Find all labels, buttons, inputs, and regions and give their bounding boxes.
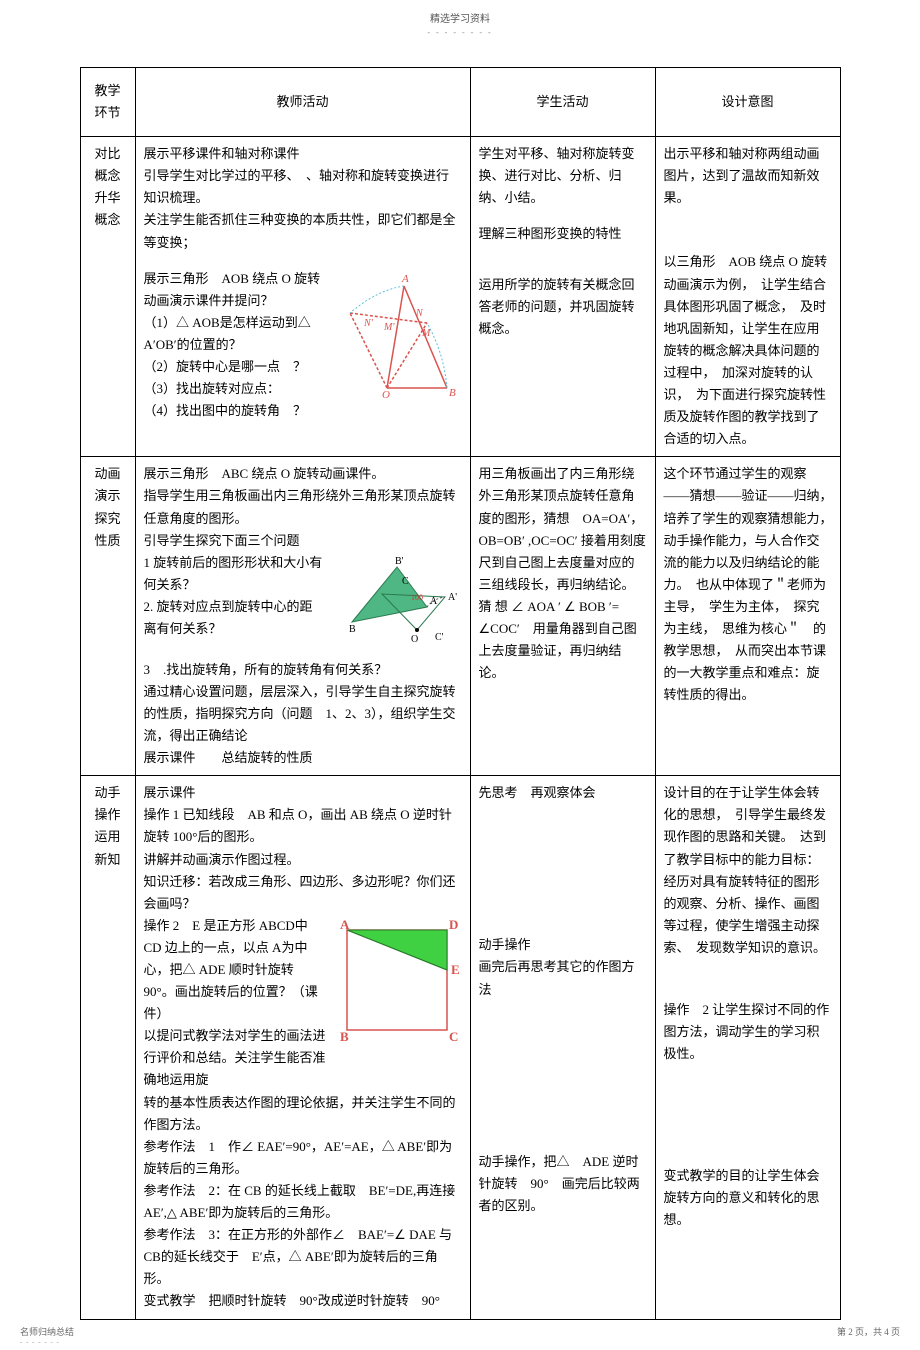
stage-cell-1: 对比 概念 升华 概念 (80, 137, 135, 457)
svg-text:C: C (449, 1029, 458, 1044)
student-cell-1: 学生对平移、轴对称旋转变换、进行对比、分析、归纳、小结。 理解三种图形变换的特性… (470, 137, 655, 457)
teacher-text-3a: 展示课件 操作 1 已知线段 AB 和点 O，画出 AB 绕点 O 逆时针旋转 … (144, 782, 462, 915)
intent-text-1b: 以三角形 AOB 绕点 O 旋转动画演示为例， 让学生结合具体图形巩固了概念， … (664, 251, 832, 450)
page-header-dots: - - - - - - - - (0, 28, 920, 37)
footer-right: 第 2 页，共 4 页 (837, 1325, 900, 1338)
intent-text-3c: 变式教学的目的让学生体会旋转方向的意义和转化的思想。 (664, 1165, 832, 1231)
intent-text-1a: 出示平移和轴对称两组动画图片，达到了温故而知新效果。 (664, 143, 832, 209)
teacher-text-3c: 转的基本性质表达作图的理论依据，并关注学生不同的作图方法。 参考作法 1 作∠ … (144, 1092, 462, 1313)
svg-text:C: C (402, 576, 409, 587)
intent-cell-3: 设计目的在于让学生体会转化的思想， 引导学生最终发现作图的思路和关键。 达到了教… (655, 776, 840, 1319)
student-text-1c: 运用所学的旋转有关概念回答老师的问题，并巩固旋转概念。 (479, 274, 647, 340)
page-header-small: 精选学习资料 (0, 10, 920, 25)
student-text-3c: 动手操作，把△ ADE 逆时针旋转 90° 画完后比较两者的区别。 (479, 1151, 647, 1217)
teacher-cell-1: 展示平移课件和轴对称课件 引导学生对比学过的平移、 、轴对称和旋转变换进行知识梳… (135, 137, 470, 457)
svg-text:B: B (340, 1029, 349, 1044)
svg-text:100: 100 (411, 593, 423, 602)
svg-text:O: O (382, 389, 390, 398)
table-row: 对比 概念 升华 概念 展示平移课件和轴对称课件 引导学生对比学过的平移、 、轴… (80, 137, 840, 457)
intent-text-3a: 设计目的在于让学生体会转化的思想， 引导学生最终发现作图的思路和关键。 达到了教… (664, 782, 832, 959)
svg-text:A: A (340, 917, 350, 932)
student-text-3a: 先思考 再观察体会 (479, 782, 647, 804)
svg-text:A: A (401, 273, 409, 285)
teacher-text-3b: 操作 2 E 是正方形 ABCD中 CD 边上的一点，以点 A为中心，把△ AD… (144, 915, 328, 1092)
intent-cell-2: 这个环节通过学生的观察——猜想——验证——归纳， 培养了学生的观察猜想能力， 动… (655, 457, 840, 776)
footer-dots-left: - - - - - - - (20, 1338, 60, 1346)
svg-text:A: A (430, 596, 438, 607)
teacher-cell-2: 展示三角形 ABC 绕点 O 旋转动画课件。 指导学生用三角板画出内三角形绕外三… (135, 457, 470, 776)
footer-left: 名师归纳总结 (20, 1325, 74, 1338)
svg-text:B: B (449, 387, 456, 398)
header-teacher: 教师活动 (135, 68, 470, 137)
rotation-diagram-2: B B' C A A' C' O 100 (327, 552, 462, 659)
stage-cell-2: 动画 演示 探究 性质 (80, 457, 135, 776)
teacher-text-1b: 展示三角形 AOB 绕点 O 旋转动画演示课件并提问？ （1）△ AOB是怎样运… (144, 268, 328, 423)
svg-text:M': M' (383, 322, 395, 333)
svg-text:M: M (421, 328, 431, 339)
stage-cell-3: 动手 操作 运用 新知 (80, 776, 135, 1319)
table-row: 动画 演示 探究 性质 展示三角形 ABC 绕点 O 旋转动画课件。 指导学生用… (80, 457, 840, 776)
teacher-text-2d: 3 .找出旋转角，所有的旋转角有何关系？ 通过精心设置问题，层层深入，引导学生自… (144, 659, 462, 769)
teacher-text-2a: 展示三角形 ABC 绕点 O 旋转动画课件。 指导学生用三角板画出内三角形绕外三… (144, 463, 462, 551)
teacher-cell-3: 展示课件 操作 1 已知线段 AB 和点 O，画出 AB 绕点 O 逆时针旋转 … (135, 776, 470, 1319)
svg-text:D: D (449, 917, 458, 932)
svg-text:N: N (415, 308, 424, 319)
header-stage: 教学 环节 (80, 68, 135, 137)
table-header-row: 教学 环节 教师活动 学生活动 设计意图 (80, 68, 840, 137)
svg-text:O: O (411, 634, 418, 645)
table-row: 动手 操作 运用 新知 展示课件 操作 1 已知线段 AB 和点 O，画出 AB… (80, 776, 840, 1319)
teacher-text-2b: 1 旋转前后的图形形状和大小有何关系？ (144, 552, 323, 596)
header-intent: 设计意图 (655, 68, 840, 137)
svg-text:C': C' (435, 632, 444, 643)
student-cell-2: 用三角板画出了内三角形绕外三角形某顶点旋转任意角度的图形，猜想 OA=OA′，O… (470, 457, 655, 776)
intent-text-3b: 操作 2 让学生探讨不同的作图方法，调动学生的学习积极性。 (664, 999, 832, 1065)
header-student: 学生活动 (470, 68, 655, 137)
lesson-plan-table: 教学 环节 教师活动 学生活动 设计意图 对比 概念 升华 概念 展示平移课件和… (80, 67, 841, 1320)
svg-text:B: B (349, 624, 356, 635)
square-diagram: A D E B C (332, 915, 462, 1052)
svg-text:E: E (451, 962, 460, 977)
svg-text:N': N' (363, 318, 374, 329)
intent-cell-1: 出示平移和轴对称两组动画图片，达到了温故而知新效果。 以三角形 AOB 绕点 O… (655, 137, 840, 457)
teacher-text-1a: 展示平移课件和轴对称课件 引导学生对比学过的平移、 、轴对称和旋转变换进行知识梳… (144, 143, 462, 253)
svg-text:A': A' (448, 592, 457, 603)
student-text-1b: 理解三种图形变换的特性 (479, 223, 647, 245)
rotation-diagram-1: A O B N M N' M' (332, 268, 462, 405)
svg-text:B': B' (395, 556, 404, 567)
teacher-text-2c: 2. 旋转对应点到旋转中心的距离有何关系？ (144, 596, 323, 640)
student-text-3b: 动手操作 画完后再思考其它的作图方法 (479, 934, 647, 1000)
student-cell-3: 先思考 再观察体会 动手操作 画完后再思考其它的作图方法 动手操作，把△ ADE… (470, 776, 655, 1319)
student-text-1a: 学生对平移、轴对称旋转变换、进行对比、分析、归纳、小结。 (479, 143, 647, 209)
